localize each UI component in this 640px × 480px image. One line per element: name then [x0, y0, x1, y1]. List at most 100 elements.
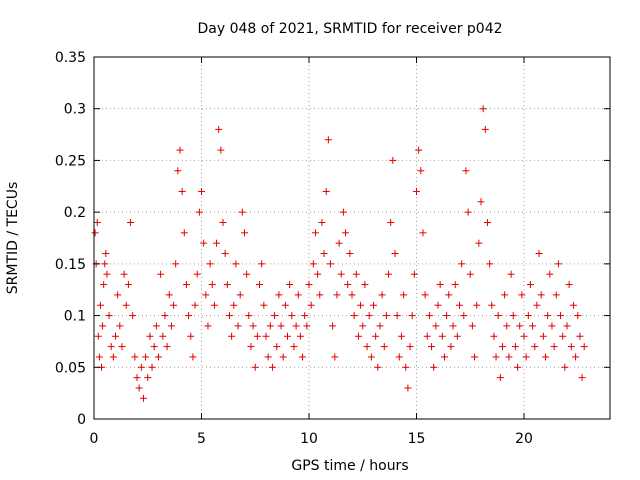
data-point — [561, 363, 569, 371]
data-point — [421, 291, 429, 299]
data-point — [223, 281, 231, 289]
data-point — [290, 343, 298, 351]
x-tick-label: 15 — [408, 431, 426, 447]
data-point — [490, 332, 498, 340]
data-point — [425, 312, 433, 320]
data-point — [391, 250, 399, 258]
data-point — [288, 312, 296, 320]
data-point — [436, 281, 444, 289]
data-point — [180, 229, 188, 237]
data-point — [350, 312, 358, 320]
data-point — [511, 343, 519, 351]
data-point — [91, 229, 99, 237]
data-point — [565, 281, 573, 289]
data-point — [139, 394, 147, 402]
data-point — [464, 208, 472, 216]
y-tick-label: 0.35 — [55, 50, 86, 66]
data-point — [146, 332, 154, 340]
data-point — [466, 270, 474, 278]
data-point — [264, 353, 272, 361]
data-point — [135, 384, 143, 392]
data-point — [516, 322, 524, 330]
data-point — [408, 312, 416, 320]
y-tick-label: 0.3 — [64, 102, 86, 118]
data-point — [574, 312, 582, 320]
data-point — [413, 187, 420, 195]
data-point — [477, 198, 485, 206]
data-point — [522, 353, 530, 361]
data-point — [219, 218, 227, 226]
data-point — [417, 167, 425, 175]
data-point — [206, 260, 214, 268]
data-point — [505, 353, 513, 361]
data-point — [174, 167, 182, 175]
data-point — [404, 384, 412, 392]
data-point — [103, 270, 111, 278]
data-point — [514, 363, 522, 371]
data-point — [576, 332, 584, 340]
data-point — [535, 250, 543, 258]
data-point — [503, 322, 511, 330]
data-point — [279, 353, 287, 361]
data-point — [352, 270, 360, 278]
data-point — [150, 343, 158, 351]
data-point — [159, 332, 167, 340]
data-point — [245, 312, 253, 320]
data-point — [447, 343, 455, 351]
data-point — [475, 239, 483, 247]
y-axis-label: SRMTID / TECUs — [5, 182, 21, 295]
data-point — [468, 322, 476, 330]
data-point — [107, 343, 115, 351]
data-point — [449, 322, 457, 330]
data-point — [236, 291, 244, 299]
data-point — [400, 291, 408, 299]
data-point — [434, 301, 442, 309]
data-point — [193, 270, 201, 278]
data-point — [499, 343, 506, 351]
data-point — [215, 125, 223, 133]
data-point — [346, 250, 354, 258]
data-point — [415, 146, 423, 154]
data-point — [200, 239, 208, 247]
data-point — [266, 322, 274, 330]
data-point — [296, 332, 304, 340]
data-point — [342, 229, 350, 237]
data-point — [251, 363, 259, 371]
data-point — [548, 322, 556, 330]
data-point — [243, 270, 251, 278]
data-point — [309, 260, 317, 268]
x-tick-label: 10 — [300, 431, 318, 447]
data-point — [357, 301, 365, 309]
data-point — [578, 374, 586, 382]
data-point — [580, 343, 588, 351]
data-point — [361, 281, 369, 289]
data-point — [187, 332, 195, 340]
data-point — [337, 270, 345, 278]
data-point — [210, 301, 218, 309]
data-point — [423, 332, 431, 340]
data-point — [277, 322, 285, 330]
data-point — [109, 353, 117, 361]
data-point — [178, 187, 186, 195]
data-point — [155, 353, 162, 361]
data-point — [554, 260, 562, 268]
data-point — [479, 105, 487, 113]
data-point — [486, 260, 494, 268]
data-point — [359, 322, 367, 330]
data-point — [335, 239, 343, 247]
data-point — [572, 353, 580, 361]
data-point — [440, 353, 448, 361]
x-tick-label: 5 — [197, 431, 206, 447]
data-point — [101, 260, 109, 268]
data-point — [258, 260, 266, 268]
data-point — [492, 353, 500, 361]
data-point — [333, 291, 341, 299]
data-point — [161, 312, 169, 320]
data-point — [94, 332, 102, 340]
data-point — [234, 322, 242, 330]
data-point — [402, 363, 410, 371]
data-point — [152, 322, 160, 330]
data-point — [100, 281, 108, 289]
data-point — [172, 260, 180, 268]
data-point — [496, 374, 504, 382]
